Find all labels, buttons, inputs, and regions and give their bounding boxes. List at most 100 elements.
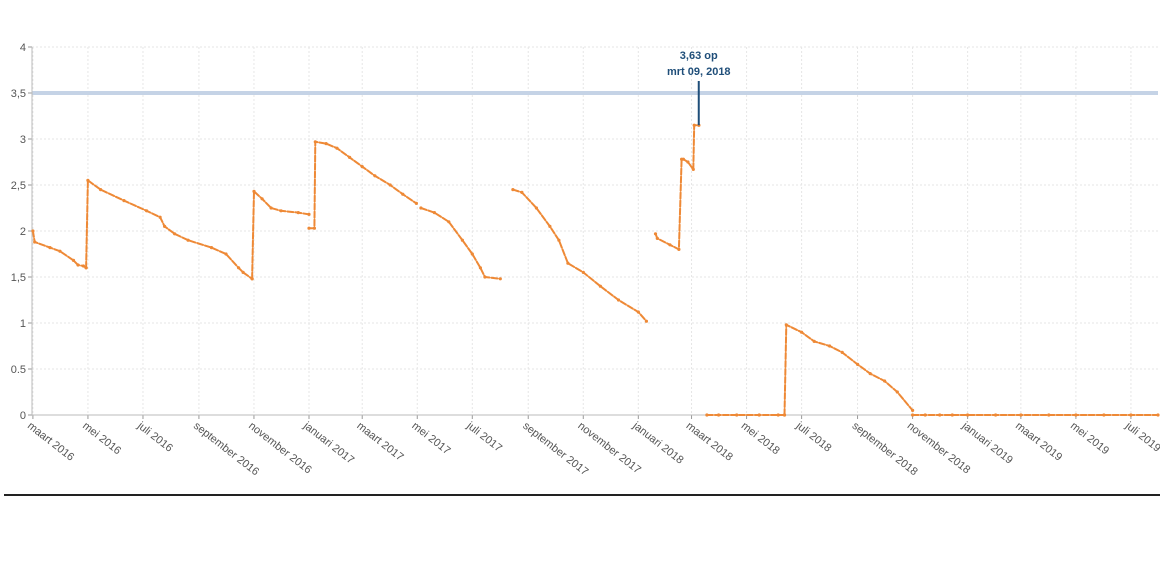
x-tick-label: januari 2017 bbox=[300, 419, 356, 466]
data-point bbox=[48, 246, 52, 250]
data-point bbox=[163, 224, 167, 228]
data-point bbox=[307, 226, 311, 230]
data-point bbox=[1129, 413, 1133, 417]
data-point bbox=[1156, 413, 1160, 417]
data-point bbox=[686, 160, 690, 164]
data-point bbox=[279, 209, 283, 213]
data-point bbox=[566, 261, 570, 265]
data-point bbox=[705, 413, 709, 417]
data-point bbox=[655, 236, 659, 240]
data-point bbox=[782, 413, 787, 417]
data-point bbox=[644, 319, 649, 323]
data-point bbox=[432, 211, 436, 215]
data-point bbox=[923, 413, 927, 417]
data-point bbox=[401, 192, 405, 196]
data-point bbox=[757, 413, 761, 417]
data-point bbox=[883, 379, 887, 383]
data-point bbox=[950, 413, 954, 417]
data-point bbox=[717, 413, 721, 417]
data-point bbox=[99, 188, 103, 192]
x-tick-label: januari 2018 bbox=[630, 419, 686, 466]
series-line-segment bbox=[31, 230, 88, 269]
series-line-segment bbox=[419, 207, 502, 280]
data-point bbox=[856, 362, 860, 366]
series-line-segment bbox=[251, 190, 310, 280]
data-point bbox=[653, 232, 658, 236]
y-tick-label: 1 bbox=[20, 318, 26, 330]
data-point bbox=[470, 252, 474, 256]
data-point bbox=[911, 408, 915, 412]
bottom-divider bbox=[4, 494, 1160, 496]
data-point bbox=[76, 263, 80, 267]
x-tick-label: juli 2016 bbox=[134, 419, 174, 454]
x-tick-label: juli 2018 bbox=[793, 419, 833, 454]
data-point bbox=[414, 201, 418, 205]
data-point bbox=[868, 372, 872, 376]
series-line-segment bbox=[511, 188, 648, 323]
y-tick-label: 1,5 bbox=[11, 272, 26, 284]
data-point bbox=[800, 330, 804, 334]
data-point bbox=[419, 206, 423, 210]
data-point bbox=[668, 243, 672, 247]
data-point bbox=[360, 165, 364, 169]
data-point bbox=[296, 211, 300, 215]
data-point bbox=[534, 206, 539, 210]
series-layer bbox=[31, 123, 1160, 417]
axes: 0 0.5 1 1,5 2 2,5 3 3,5 4 maart 2016 mei 2016 juli … bbox=[11, 42, 1160, 478]
data-point bbox=[460, 238, 464, 242]
y-tick-label: 0 bbox=[20, 410, 26, 422]
data-point bbox=[840, 350, 844, 354]
y-tick-label: 3,5 bbox=[11, 88, 26, 100]
data-point bbox=[776, 413, 780, 417]
data-point bbox=[692, 123, 696, 127]
data-point bbox=[520, 190, 524, 194]
tooltip-value-label: 3,63 op bbox=[680, 50, 718, 62]
data-point bbox=[260, 197, 264, 201]
y-tick-label: 0.5 bbox=[11, 364, 26, 376]
data-point bbox=[677, 247, 681, 251]
y-tick-label: 4 bbox=[20, 42, 26, 54]
data-point bbox=[269, 206, 273, 210]
data-point bbox=[173, 232, 177, 236]
tooltip: 3,63 op mrt 09, 2018 bbox=[667, 50, 731, 126]
data-point bbox=[1102, 413, 1106, 417]
data-point bbox=[237, 266, 241, 270]
data-point bbox=[388, 183, 392, 187]
data-point bbox=[252, 189, 256, 193]
data-point bbox=[86, 178, 90, 182]
x-tick-label: mei 2017 bbox=[409, 420, 452, 457]
data-point bbox=[313, 140, 317, 144]
x-tick-label: maart 2016 bbox=[25, 420, 76, 464]
data-point bbox=[1019, 413, 1023, 417]
data-point bbox=[616, 298, 621, 302]
data-point bbox=[548, 224, 552, 228]
data-point bbox=[511, 188, 515, 192]
y-tick-label: 3 bbox=[20, 134, 26, 146]
data-point bbox=[681, 157, 686, 161]
data-point bbox=[735, 413, 739, 417]
x-tick-label: juli 2019 bbox=[1122, 419, 1160, 454]
x-tick-label: mei 2016 bbox=[80, 420, 123, 457]
data-point bbox=[71, 258, 76, 262]
data-point bbox=[581, 270, 585, 274]
data-point bbox=[84, 266, 88, 270]
x-tick-label: maart 2017 bbox=[354, 420, 405, 464]
y-tick-label: 2,5 bbox=[11, 180, 26, 192]
data-point bbox=[241, 270, 245, 274]
data-point bbox=[938, 413, 942, 417]
data-point bbox=[911, 413, 915, 417]
x-tick-label: maart 2019 bbox=[1013, 420, 1064, 464]
data-point bbox=[447, 220, 451, 224]
x-tick-label: juli 2017 bbox=[464, 419, 504, 454]
data-point bbox=[1074, 413, 1078, 417]
data-point bbox=[828, 344, 832, 348]
data-point bbox=[895, 390, 899, 394]
data-point bbox=[307, 212, 311, 216]
data-point bbox=[636, 310, 640, 314]
data-point bbox=[81, 264, 85, 268]
data-point bbox=[812, 339, 816, 343]
data-point bbox=[58, 249, 62, 253]
data-point bbox=[994, 413, 998, 417]
x-tick-label: mei 2018 bbox=[739, 420, 782, 457]
data-point bbox=[145, 209, 149, 213]
